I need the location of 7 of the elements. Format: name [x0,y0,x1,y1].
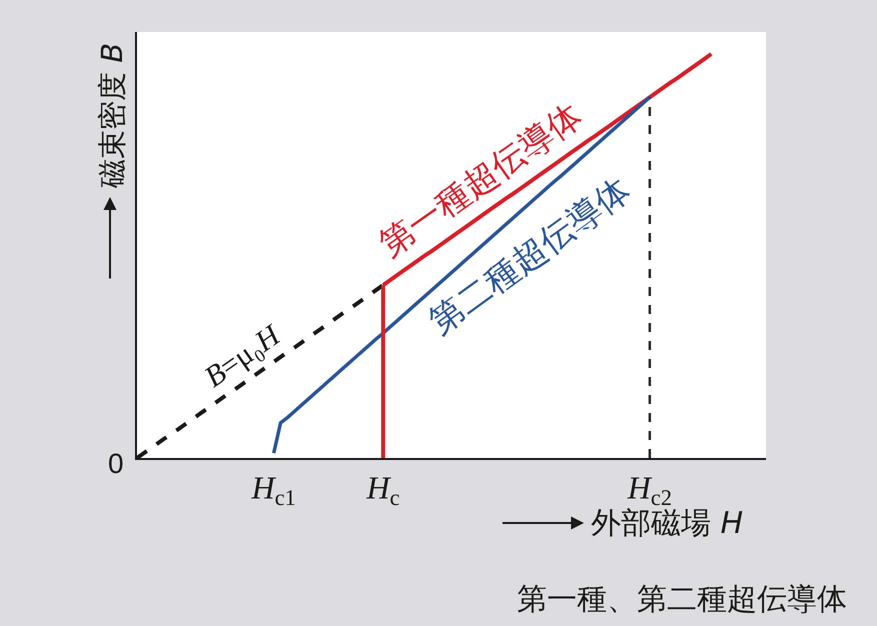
text: B=μ₀H [198,318,288,394]
x-axis-title: 外部磁場 H [591,506,744,541]
x-tick-label: H$_{c}$ [366,469,400,510]
y-axis-title: 磁束密度 B [95,42,129,189]
x-tick-label: H$_{c1}$ [250,469,296,510]
text: 第一種、第二種超伝導体 [517,582,847,617]
text: 0 [108,448,124,479]
